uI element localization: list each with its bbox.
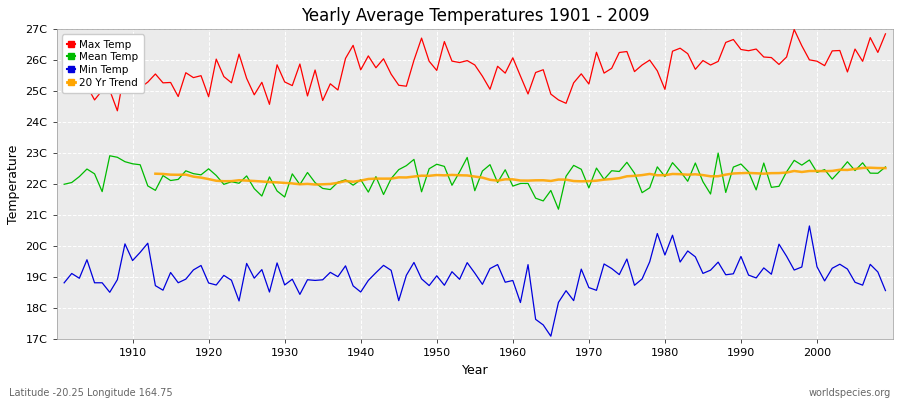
Legend: Max Temp, Mean Temp, Min Temp, 20 Yr Trend: Max Temp, Mean Temp, Min Temp, 20 Yr Tre… bbox=[62, 34, 144, 93]
Text: Latitude -20.25 Longitude 164.75: Latitude -20.25 Longitude 164.75 bbox=[9, 388, 173, 398]
Text: worldspecies.org: worldspecies.org bbox=[809, 388, 891, 398]
Title: Yearly Average Temperatures 1901 - 2009: Yearly Average Temperatures 1901 - 2009 bbox=[301, 7, 649, 25]
X-axis label: Year: Year bbox=[462, 364, 488, 377]
Y-axis label: Temperature: Temperature bbox=[7, 145, 20, 224]
